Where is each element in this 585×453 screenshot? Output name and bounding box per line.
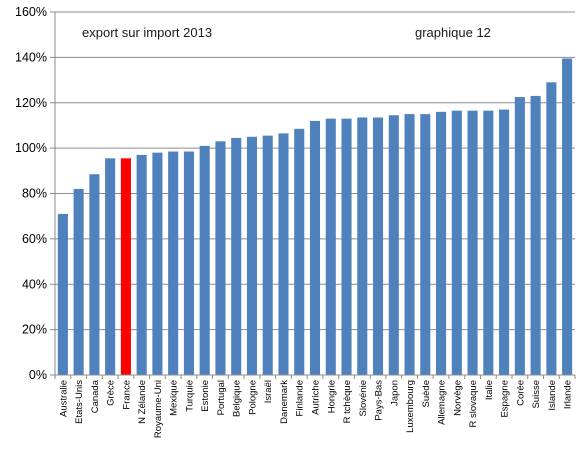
axes — [50, 11, 576, 379]
x-tick-label: Belgique — [232, 380, 243, 417]
bar-espagne — [499, 109, 510, 375]
bar-japon — [388, 115, 399, 375]
bar-cor-e — [514, 97, 525, 375]
bars — [57, 58, 573, 376]
y-tick-label: 100% — [15, 141, 47, 155]
x-tick-label: France — [121, 380, 132, 410]
x-tick-label: Estonie — [200, 380, 211, 412]
bar-n-z-lande — [136, 154, 147, 375]
bar-turquie — [183, 151, 194, 375]
chart-annotation-right: graphique 12 — [415, 25, 491, 40]
x-tick-label: Japon — [389, 380, 400, 406]
bar-finlande — [294, 128, 305, 375]
bar-estonie — [199, 145, 210, 375]
bar-islande — [546, 82, 557, 375]
bar-pays-bas — [372, 117, 384, 375]
x-tick-label: Etats-Unis — [74, 380, 85, 424]
x-tick-label: Slovénie — [358, 380, 369, 416]
x-tick-label: Autriche — [311, 380, 322, 415]
x-tick-labels: Australie Etats-Unis Canada Grèce France N Zé… — [58, 379, 573, 438]
bar-mexique — [168, 151, 179, 375]
x-tick-label: Canada — [90, 379, 101, 413]
x-tick-label: Norvège — [452, 380, 463, 416]
bar-r-tch-que — [341, 118, 352, 375]
y-tick-label: 60% — [22, 232, 47, 246]
x-tick-label: Danemark — [279, 380, 290, 424]
bar-suisse — [530, 95, 541, 375]
y-tick-label: 20% — [22, 323, 47, 337]
y-tick-label: 40% — [22, 277, 47, 291]
bar-canada — [89, 174, 100, 375]
bar-portugal — [215, 141, 226, 375]
bar-irlande — [562, 58, 573, 375]
x-tick-label: Pologne — [247, 380, 258, 415]
x-tick-label: Suède — [421, 380, 432, 407]
bar-su-de — [420, 114, 431, 375]
bar-luxembourg — [404, 114, 415, 375]
bar-australie — [57, 213, 68, 375]
x-tick-label: Italie — [484, 380, 495, 400]
bar-gr-ce — [105, 158, 116, 375]
bar-isra-l — [262, 135, 273, 375]
bar-etats-unis — [73, 188, 84, 375]
x-tick-label: Hongrie — [326, 380, 337, 413]
bar-belgique — [231, 137, 242, 375]
x-tick-label: Luxembourg — [405, 380, 416, 433]
bar-autriche — [309, 120, 321, 376]
bar-pologne — [246, 136, 258, 375]
bar-royaume-uni — [152, 152, 163, 375]
bar-italie — [483, 110, 494, 375]
y-tick-label: 80% — [22, 187, 47, 201]
x-tick-label: Turquie — [184, 380, 195, 412]
x-tick-label: Allemagne — [437, 380, 448, 425]
x-tick-label: N Zélande — [137, 380, 148, 424]
x-tick-label: Pays-Bas — [374, 380, 385, 421]
x-tick-label: Finlande — [295, 380, 306, 416]
x-tick-label: Royaume-Uni — [153, 380, 164, 438]
x-tick-label: Mexique — [169, 380, 180, 416]
y-tick-labels: 0% 20% 40% 60% 80% 100% 120% 140% 160% — [15, 5, 47, 382]
y-tick-label: 120% — [15, 96, 47, 110]
y-tick-label: 160% — [15, 5, 47, 19]
bar-allemagne — [436, 111, 447, 375]
x-tick-label: Australie — [58, 380, 69, 417]
y-tick-label: 0% — [29, 368, 47, 382]
bar-hongrie — [325, 118, 336, 375]
x-tick-label: R slovaque — [468, 380, 479, 428]
x-tick-label: Israël — [263, 380, 274, 403]
x-tick-label: Espagne — [500, 380, 511, 418]
x-tick-label: Corée — [515, 380, 526, 406]
chart-annotation-left: export sur import 2013 — [82, 25, 212, 40]
x-tick-label: Portugal — [216, 380, 227, 415]
bar-slov-nie — [357, 117, 368, 375]
y-tick-label: 140% — [15, 50, 47, 64]
x-tick-label: Irlande — [563, 380, 574, 409]
x-tick-label: Islande — [547, 380, 558, 411]
bar-danemark — [278, 133, 289, 375]
x-tick-label: Grèce — [106, 380, 117, 406]
bar-r-slovaque — [467, 110, 478, 375]
x-tick-label: R tchèque — [342, 380, 353, 423]
bar-france — [120, 158, 131, 375]
bar-norv-ge — [451, 110, 462, 375]
x-tick-label: Suisse — [531, 380, 542, 409]
